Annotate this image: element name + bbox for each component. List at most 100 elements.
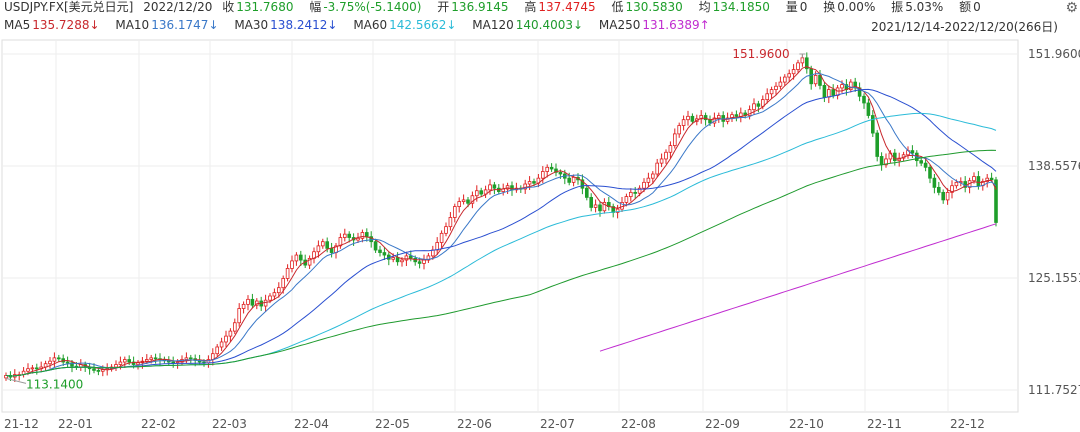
candle-body [818, 74, 822, 86]
candle-body [580, 179, 585, 189]
candle-body [57, 357, 61, 360]
vol-label: 量 [785, 0, 798, 14]
close-value: 131.7680 [236, 0, 294, 14]
candle-body [144, 359, 149, 362]
x-tick-label: 22-06 [457, 417, 492, 431]
candle-body [466, 199, 470, 204]
candle-body [52, 357, 57, 362]
candle-body [35, 367, 39, 370]
ma60-line [5, 112, 997, 377]
x-tick-label: 22-11 [867, 417, 902, 431]
candle-body [633, 191, 637, 194]
candle-body [364, 232, 369, 238]
candle-body [26, 368, 30, 372]
high-label: 高 [524, 0, 537, 14]
candle-body [686, 115, 690, 121]
candle-body [237, 308, 242, 324]
candle-body [532, 181, 536, 184]
candle-body [246, 298, 250, 305]
candle-body [571, 176, 576, 183]
candle-body [761, 99, 765, 107]
candle-body [972, 176, 976, 182]
candle-body [4, 374, 8, 379]
candle-body [739, 112, 743, 117]
gear-icon[interactable]: ⚙ [1065, 0, 1078, 16]
candle-body [378, 249, 382, 253]
candle-body [461, 199, 466, 202]
ma-legend-item-ma250: MA250 131.6389↑ [598, 18, 710, 32]
symbol-label[interactable]: USDJPY.FX[美元兑日元] [4, 0, 134, 14]
candle-body [241, 303, 246, 309]
candle-body [923, 162, 928, 168]
candle-body [765, 93, 769, 101]
candle-body [232, 322, 237, 332]
candle-body [910, 150, 915, 154]
x-tick-label: 22-04 [294, 417, 329, 431]
candle-body [809, 68, 813, 85]
candle-body [153, 357, 158, 360]
ma250-line [599, 223, 997, 352]
candle-body [717, 115, 721, 119]
date-range-label[interactable]: 2021/12/14-2022/12/20(266日) [871, 20, 1058, 34]
candle-body [642, 181, 646, 189]
candle-body [316, 245, 321, 253]
candle-body [400, 259, 404, 263]
y-tick-label: 111.7527 [1028, 383, 1080, 397]
ma-legend-item-ma60: MA60 142.5662↓ [353, 18, 457, 32]
candle-body [985, 177, 989, 182]
candle-body [549, 166, 554, 170]
avg-label: 均 [698, 0, 711, 14]
candle-body [391, 257, 395, 260]
candle-body [298, 254, 303, 261]
low-label: 低 [611, 0, 624, 14]
x-tick-label: 22-09 [705, 417, 740, 431]
y-tick-label: 125.1551 [1028, 271, 1080, 285]
candle-body [567, 177, 571, 183]
candle-body [937, 186, 941, 193]
x-tick-label: 21-12 [4, 417, 39, 431]
candle-body [558, 171, 563, 175]
candle-body [492, 184, 497, 189]
candle-body [382, 252, 387, 256]
candle-body [320, 241, 325, 247]
vol-value: 0 [799, 0, 808, 14]
candle-body [408, 255, 413, 259]
candle-body [659, 158, 664, 164]
candle-body [651, 173, 655, 179]
candle-body [840, 84, 844, 89]
candle-body [615, 208, 620, 213]
candle-body [932, 177, 937, 188]
low-value: 130.5830 [625, 0, 683, 14]
candle-body [488, 184, 492, 191]
candle-body [123, 359, 127, 363]
amount-label: 额 [959, 0, 972, 14]
candle-body [219, 341, 224, 348]
candle-body [673, 133, 677, 146]
candle-body [681, 119, 686, 126]
candle-body [347, 233, 351, 238]
candle-body [954, 181, 959, 187]
candle-body [664, 151, 668, 160]
candle-body [294, 254, 299, 262]
candle-body [272, 292, 277, 297]
candle-body [668, 145, 673, 153]
x-tick-label: 22-08 [621, 417, 656, 431]
x-tick-label: 22-02 [141, 417, 176, 431]
candle-body [787, 73, 791, 78]
turnover-label: 换 [823, 0, 836, 14]
candle-body [188, 357, 193, 360]
candle-body [585, 187, 589, 198]
candle-body [184, 357, 189, 360]
candle-body [862, 95, 866, 104]
candle-body [65, 361, 70, 364]
y-tick-label: 151.9600 [1028, 47, 1080, 61]
candle-body [800, 57, 805, 64]
candle-body [545, 166, 549, 172]
candle-body [307, 258, 312, 266]
ma-legend: MA5 135.7288↓ MA10 136.1747↓ MA30 138.2412↓… [4, 18, 722, 32]
min-marker [5, 377, 27, 384]
candle-body [752, 103, 756, 111]
candle-body [602, 202, 607, 212]
candle-body [813, 74, 818, 85]
